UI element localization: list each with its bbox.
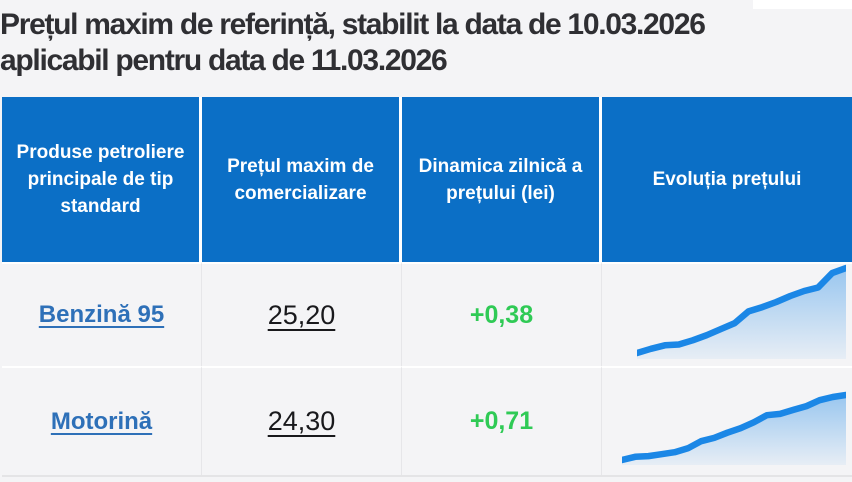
table-row-motorina-change-cell: +0,71 — [402, 366, 602, 475]
top-right-white-area — [753, 0, 852, 9]
header-max-price: Prețul maxim de comercializare — [202, 97, 402, 262]
table-bottom-border — [2, 475, 852, 477]
table-row-motorina-trend-cell — [602, 366, 852, 475]
table-row-benzina-change-cell: +0,38 — [402, 262, 602, 366]
motorina-sparkline-chart — [622, 391, 846, 465]
benzina-95-sparkline-chart — [637, 264, 846, 359]
motorina-daily-change: +0,71 — [469, 407, 534, 435]
page-title-line2: aplicabil pentru data de 11.03.2026 — [0, 44, 448, 77]
table-row-motorina-price-cell: 24,30 — [202, 366, 402, 475]
benzina-95-link[interactable]: Benzină 95 — [38, 301, 165, 328]
header-price-evolution: Evoluția prețului — [602, 97, 852, 262]
header-daily-dynamics: Dinamica zilnică a prețului (lei) — [402, 97, 602, 262]
benzina-95-price[interactable]: 25,20 — [267, 299, 336, 330]
header-products: Produse petroliere principale de tip sta… — [2, 97, 202, 262]
table-row-benzina-product-cell: Benzină 95 — [2, 262, 202, 366]
table-row-benzina-trend-cell — [602, 262, 852, 366]
motorina-price[interactable]: 24,30 — [267, 406, 336, 436]
table-row-motorina-product-cell: Motorină — [2, 366, 202, 475]
motorina-link[interactable]: Motorină — [50, 407, 153, 435]
table-row-benzina-price-cell: 25,20 — [202, 262, 402, 366]
page-title: Prețul maxim de referință, stabilit la d… — [0, 7, 830, 79]
page-title-line1: Prețul maxim de referință, stabilit la d… — [0, 8, 706, 41]
benzina-95-daily-change: +0,38 — [469, 300, 534, 329]
price-table: Produse petroliere principale de tip sta… — [2, 97, 852, 477]
